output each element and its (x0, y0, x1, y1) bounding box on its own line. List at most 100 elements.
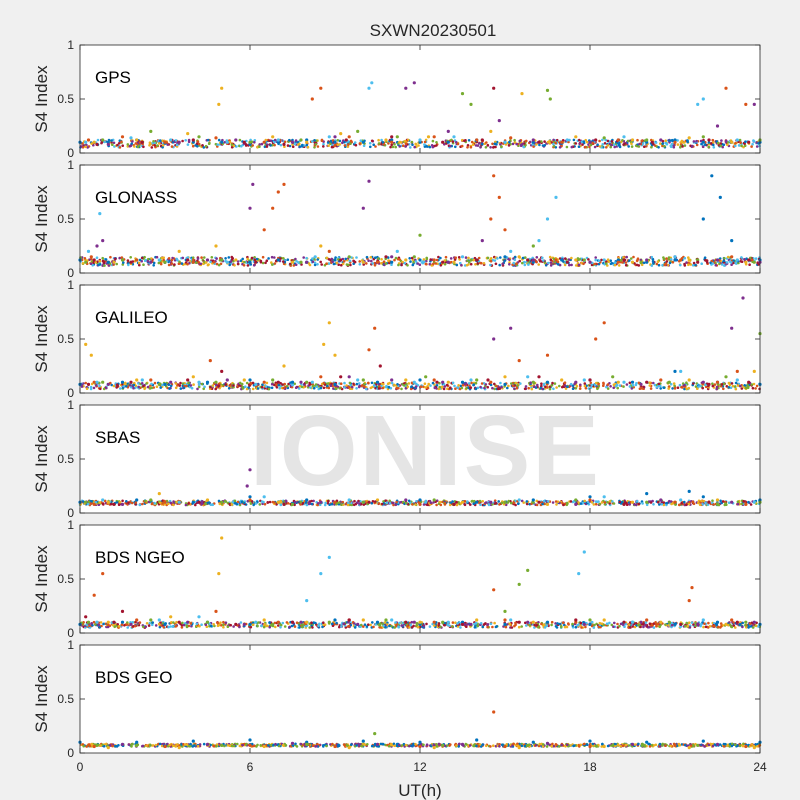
data-point (248, 206, 252, 210)
cloud-point (739, 260, 743, 263)
baseline-cloud (80, 381, 761, 391)
data-point (84, 140, 88, 144)
cloud-point (634, 144, 638, 148)
cloud-point (170, 145, 174, 148)
cloud-point (751, 386, 755, 390)
cloud-point (400, 624, 404, 627)
series-5 (84, 81, 739, 144)
cloud-point (323, 503, 327, 507)
data-point (503, 228, 507, 232)
cloud-point (175, 620, 178, 624)
cloud-point (349, 142, 352, 145)
cloud-point (101, 256, 104, 260)
cloud-point (88, 258, 91, 262)
cloud-point (720, 139, 723, 142)
cloud-point (392, 501, 395, 505)
cloud-point (90, 142, 93, 145)
cloud-point (652, 381, 655, 385)
cloud-point (147, 257, 150, 261)
data-point (679, 498, 683, 502)
cloud-point (683, 264, 687, 267)
cloud-point (429, 384, 432, 387)
cloud-point (563, 381, 567, 385)
cloud-point (720, 263, 724, 266)
cloud-point (171, 625, 174, 628)
data-point (375, 260, 380, 264)
cloud-point (565, 145, 569, 149)
data-point (327, 249, 331, 253)
cloud-point (692, 140, 696, 143)
cloud-point (609, 145, 612, 149)
cloud-point (245, 381, 249, 385)
data-point (327, 135, 331, 139)
cloud-point (103, 140, 106, 144)
cloud-point (279, 143, 283, 147)
cloud-point (704, 143, 707, 146)
cloud-point (673, 387, 677, 390)
cloud-point (228, 502, 231, 506)
data-point (333, 135, 337, 139)
cloud-point (236, 260, 240, 263)
data-point (630, 138, 635, 142)
data-point (191, 260, 195, 264)
data-point (526, 375, 530, 379)
cloud-point (489, 263, 492, 267)
data-point (86, 138, 91, 142)
cloud-point (337, 258, 340, 261)
cloud-point (299, 503, 302, 506)
cloud-point (467, 256, 470, 260)
data-point (531, 138, 535, 142)
cloud-point (142, 263, 145, 267)
cloud-point (358, 263, 362, 266)
cloud-point (123, 624, 126, 627)
cloud-point (728, 383, 732, 387)
cloud-point (451, 381, 455, 385)
cloud-point (755, 384, 759, 388)
cloud-point (245, 387, 249, 391)
cloud-point (540, 140, 543, 143)
cloud-point (81, 142, 84, 145)
cloud-point (456, 386, 460, 390)
cloud-point (658, 503, 661, 506)
cloud-point (118, 146, 122, 149)
cloud-point (669, 258, 673, 261)
data-point (177, 249, 181, 253)
cloud-point (579, 502, 583, 505)
cloud-point (482, 262, 486, 265)
cloud-point (175, 257, 178, 261)
cloud-point (596, 143, 599, 146)
data-point (616, 380, 620, 384)
data-point (375, 380, 380, 384)
data-point (424, 375, 428, 379)
cloud-point (734, 261, 737, 265)
cloud-point (169, 384, 173, 388)
data-point (163, 260, 167, 264)
cloud-point (746, 384, 749, 387)
cloud-point (685, 387, 688, 391)
cloud-point (401, 260, 404, 264)
data-point (262, 495, 266, 499)
cloud-point (204, 502, 207, 505)
cloud-point (371, 385, 374, 389)
cloud-point (556, 622, 559, 625)
cloud-point (567, 258, 571, 261)
cloud-point (433, 386, 437, 390)
data-point (412, 380, 416, 384)
data-point (574, 135, 578, 139)
cloud-point (348, 381, 352, 385)
cloud-point (219, 621, 222, 624)
cloud-point (655, 262, 659, 266)
cloud-point (482, 382, 486, 385)
cloud-point (362, 625, 365, 628)
cloud-point (393, 143, 396, 146)
cloud-point (704, 259, 707, 262)
cloud-point (512, 261, 515, 265)
data-point (157, 258, 161, 262)
cloud-point (320, 139, 324, 142)
cloud-point (90, 500, 93, 503)
cloud-point (365, 625, 369, 628)
cloud-point (694, 263, 697, 267)
cloud-point (260, 385, 264, 389)
cloud-point (583, 382, 587, 385)
